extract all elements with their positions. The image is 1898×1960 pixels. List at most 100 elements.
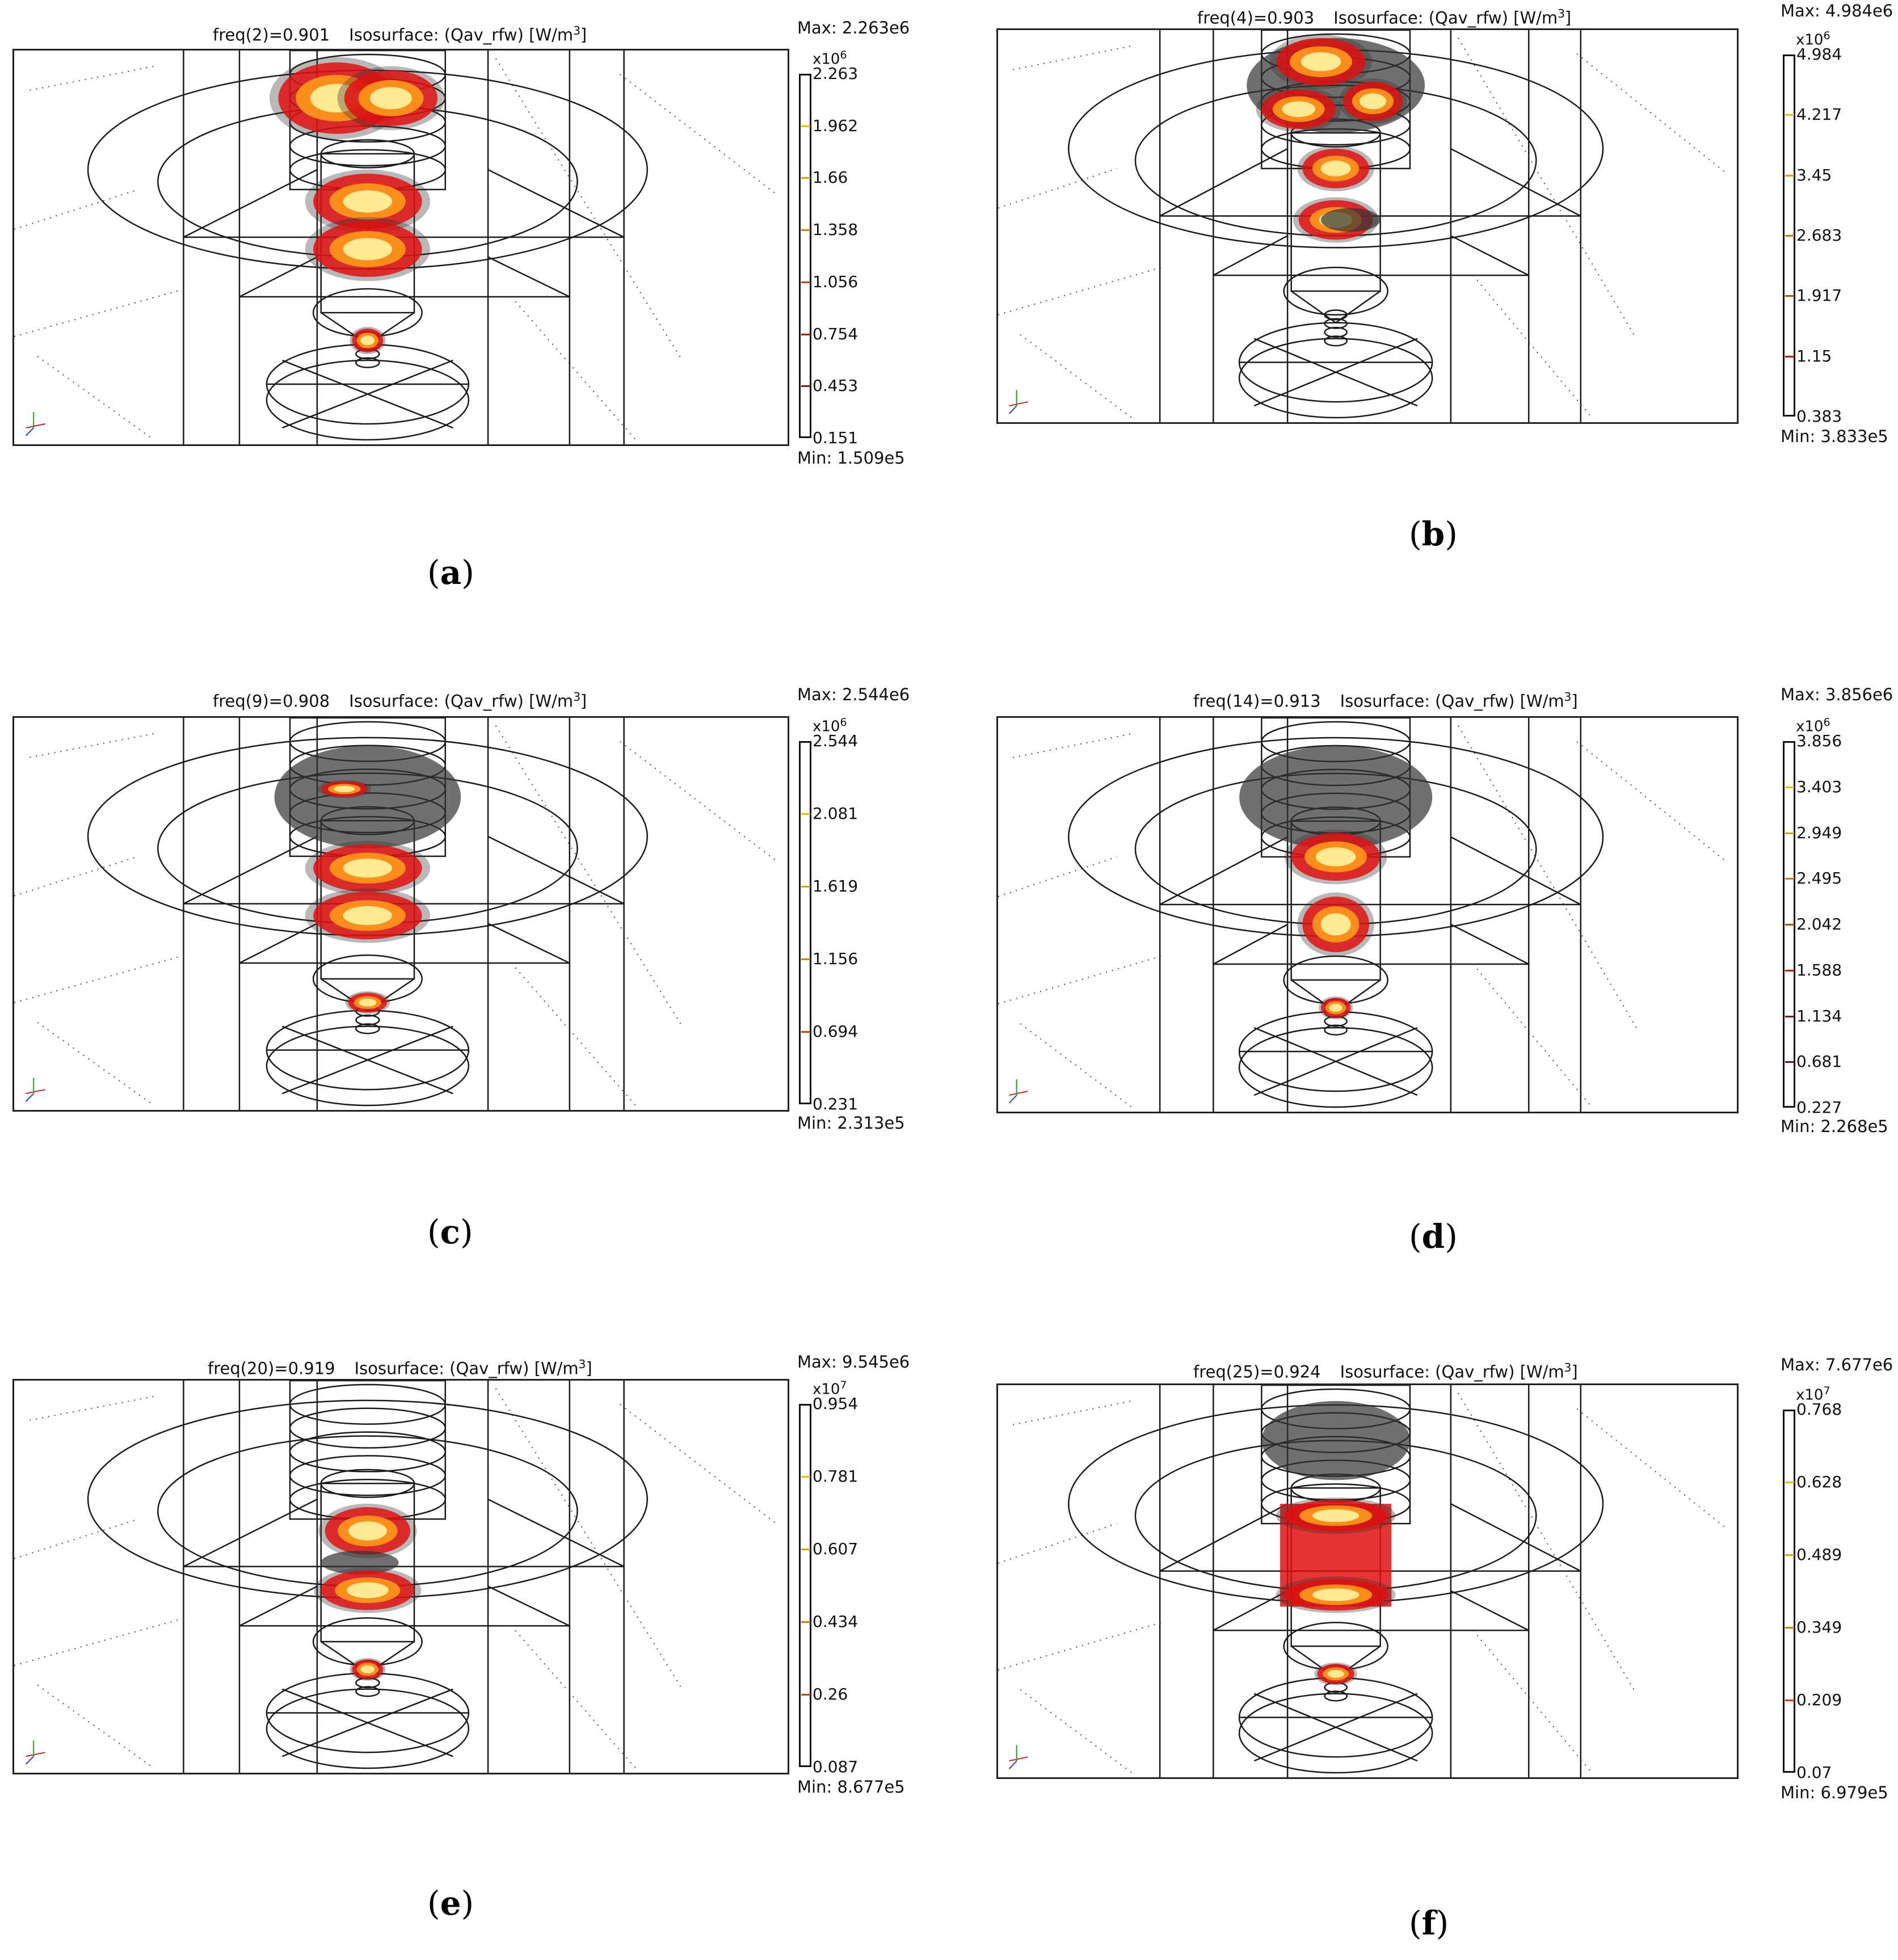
min-label: Min: 2.313e5 (797, 1113, 905, 1133)
isosurface-plot (996, 716, 1739, 1113)
colorbar-tick-label: 1.66 (813, 168, 848, 187)
colorbar-tick-label: 0.768 (1796, 1400, 1842, 1419)
colorbar-tick-label: 2.495 (1796, 869, 1842, 888)
colorbar-tick-mark (1785, 1015, 1794, 1017)
multiplier-label: x106 (813, 49, 847, 68)
colorbar-tick-label: 2.544 (813, 731, 858, 750)
hotspot-blob (305, 888, 431, 943)
colorbar-tick-mark (801, 1031, 810, 1033)
axis-triad (25, 1740, 45, 1765)
axis-triad (1008, 1745, 1028, 1769)
colorbar-tick-label: 0.754 (813, 324, 858, 343)
hotspot-blob (350, 326, 386, 355)
colorbar-tick-label: 1.134 (1796, 1006, 1842, 1025)
caption-d: (d) (1409, 1217, 1458, 1256)
colorbar-tick-mark (1785, 1554, 1794, 1556)
grid-lines (14, 58, 776, 440)
hotspot-blob (1297, 145, 1374, 192)
hotspot-blob (1256, 86, 1341, 132)
axis-triad (1008, 1079, 1028, 1104)
max-label: Max: 9.545e6 (797, 1352, 910, 1372)
isosurface-plot (996, 28, 1739, 424)
hotspot-blob (1314, 1662, 1357, 1685)
colorbar-tick-mark (801, 1694, 810, 1696)
min-label: Min: 8.677e5 (797, 1777, 905, 1797)
panel-title: freq(14)=0.913 Isosurface: (Qav_rfw) [W/m… (1193, 690, 1578, 711)
colorbar-tick-label: 0.489 (1796, 1545, 1842, 1564)
panel-title: freq(20)=0.919 Isosurface: (Qav_rfw) [W/m… (208, 1357, 592, 1378)
colorbar-tick-mark (801, 177, 810, 179)
axis-triad (25, 1078, 45, 1102)
colorbar-tick-label: 1.917 (1796, 286, 1842, 305)
hotspot-blob (1276, 1576, 1396, 1613)
colorbar-tick-label: 0.694 (813, 1022, 858, 1041)
colorbar-tick-mark (801, 813, 810, 815)
colorbar-tick-label: 0.607 (813, 1540, 858, 1558)
colorbar-tick-mark (1785, 1700, 1794, 1701)
hotspot-blob (1339, 78, 1407, 124)
hotspot-blob (337, 66, 445, 131)
colorbar (1783, 1410, 1795, 1773)
isosurface-plot (12, 1379, 789, 1774)
colorbar-tick-mark (1785, 295, 1794, 297)
grid-lines (998, 1393, 1726, 1773)
panel-title: freq(4)=0.903 Isosurface: (Qav_rfw) [W/m3… (1197, 7, 1572, 28)
colorbar-tick-label: 1.358 (813, 220, 858, 239)
wireframe-view (998, 30, 1726, 422)
dark-isosurface (1261, 1400, 1410, 1480)
colorbar-tick-label: 2.042 (1796, 915, 1842, 933)
multiplier-label: x106 (1796, 716, 1830, 735)
max-label: Max: 2.263e6 (797, 18, 910, 37)
colorbar-tick-label: 0.349 (1796, 1618, 1842, 1637)
colorbar-tick-label: 0.07 (1796, 1763, 1832, 1782)
wireframe-view (998, 1385, 1726, 1777)
colorbar-tick-label: 0.087 (813, 1757, 858, 1776)
colorbar-tick-mark (801, 385, 810, 388)
colorbar-tick-label: 0.26 (813, 1685, 848, 1704)
wireframe-view (14, 1381, 776, 1773)
caption-f: (f) (1409, 1904, 1449, 1942)
multiplier-label: x106 (1796, 30, 1830, 49)
grid-lines (14, 725, 776, 1106)
caption-e: (e) (427, 1884, 474, 1923)
colorbar-tick-label: 2.949 (1796, 823, 1842, 842)
grid-lines (998, 725, 1726, 1108)
axis-triad (1008, 390, 1028, 414)
colorbar-tick-label: 0.781 (813, 1467, 858, 1486)
colorbar-tick-label: 0.434 (813, 1612, 858, 1631)
isosurface-plot (12, 716, 789, 1112)
colorbar-tick-label: 3.45 (1796, 165, 1832, 184)
dark-isosurface (1239, 746, 1433, 849)
isosurface-plot (12, 49, 789, 446)
colorbar-tick-label: 4.217 (1796, 105, 1842, 124)
colorbar-tick-label: 0.231 (813, 1095, 858, 1113)
colorbar-tick-mark (1785, 174, 1794, 176)
colorbar-tick-label: 1.156 (813, 949, 858, 968)
colorbar-tick-label: 0.681 (1796, 1052, 1842, 1071)
colorbar (799, 1404, 811, 1767)
colorbar-tick-mark (1785, 355, 1794, 357)
hotspot-blob (1297, 892, 1374, 957)
colorbar-tick-mark (801, 125, 810, 127)
dark-isosurface (274, 745, 461, 849)
colorbar-tick-label: 2.263 (813, 64, 858, 83)
hotspot-blob (305, 217, 431, 281)
colorbar-tick-mark (801, 333, 810, 335)
colorbar-tick-mark (1785, 832, 1794, 834)
colorbar-tick-label: 0.628 (1796, 1473, 1842, 1491)
max-label: Max: 4.984e6 (1781, 1, 1893, 20)
max-label: Max: 2.544e6 (797, 685, 910, 704)
hotspot-blob (305, 840, 431, 895)
colorbar-tick-mark (1785, 878, 1794, 880)
caption-c: (c) (427, 1213, 473, 1251)
hotspot-blob (345, 991, 390, 1014)
colorbar-tick-label: 1.619 (813, 877, 858, 895)
multiplier-label: x107 (813, 1379, 847, 1398)
panel-title: freq(9)=0.908 Isosurface: (Qav_rfw) [W/m3… (213, 690, 587, 711)
min-label: Min: 1.509e5 (797, 448, 905, 468)
dark-isosurface (321, 1550, 399, 1575)
colorbar-tick-label: 4.984 (1796, 45, 1842, 64)
colorbar-tick-mark (1785, 235, 1794, 237)
hotspot-blob (317, 780, 372, 798)
colorbar-tick-label: 0.227 (1796, 1098, 1842, 1117)
